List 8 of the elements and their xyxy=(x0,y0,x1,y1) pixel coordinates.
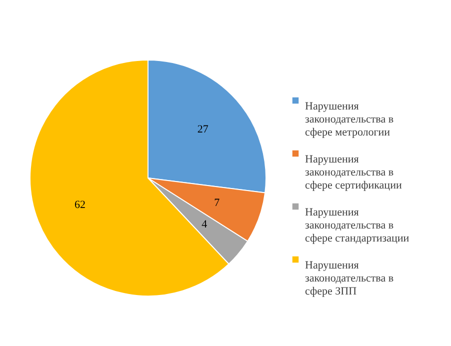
legend-label: Нарушения законодательства в сфере метрологии xyxy=(305,100,394,138)
legend-label: Нарушения законодательства в сфере сертификации xyxy=(305,154,402,192)
data-label: 7 xyxy=(214,196,220,209)
legend-label: Нарушения законодательства в сфере стандартизации xyxy=(305,206,410,244)
data-label: 62 xyxy=(74,198,86,211)
legend-label: Нарушения законодательства в сфере ЗПП xyxy=(305,260,394,298)
data-label: 4 xyxy=(202,218,208,231)
data-label: 27 xyxy=(197,124,209,136)
